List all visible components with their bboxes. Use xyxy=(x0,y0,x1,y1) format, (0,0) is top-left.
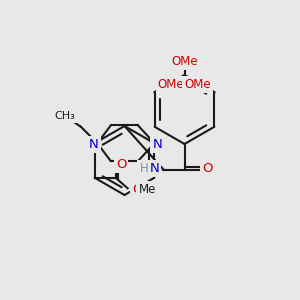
Text: O: O xyxy=(132,183,142,196)
Text: O: O xyxy=(202,162,213,175)
Text: OMe: OMe xyxy=(158,78,184,91)
Text: O: O xyxy=(116,158,126,171)
Text: OMe: OMe xyxy=(184,78,211,91)
Text: N: N xyxy=(89,138,99,151)
Text: Me: Me xyxy=(138,183,156,196)
Text: OMe: OMe xyxy=(171,55,198,68)
Text: N: N xyxy=(150,162,159,175)
Text: N: N xyxy=(152,138,162,151)
Text: CH₃: CH₃ xyxy=(55,111,75,121)
Text: H: H xyxy=(140,162,148,175)
